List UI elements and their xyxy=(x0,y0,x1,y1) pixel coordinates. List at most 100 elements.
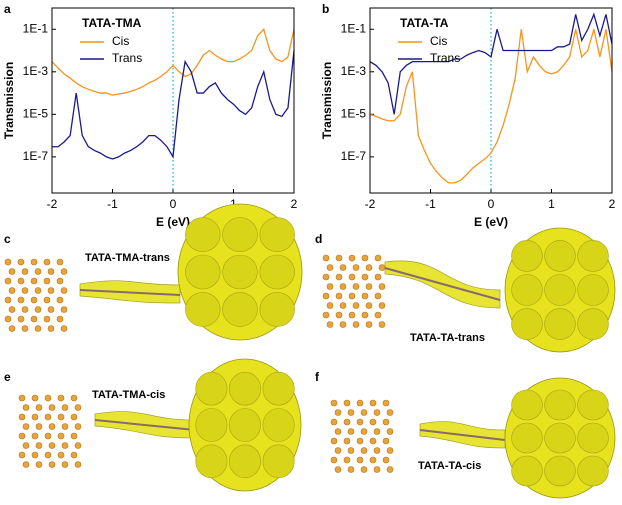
atom xyxy=(373,428,381,435)
atom xyxy=(360,428,368,435)
atom xyxy=(326,302,334,309)
y-tick-label: 1E-3 xyxy=(341,64,367,78)
atom xyxy=(21,268,29,275)
atom xyxy=(339,302,347,309)
atom xyxy=(339,321,347,328)
atom xyxy=(47,306,55,313)
atom xyxy=(356,399,364,407)
isosurface-lobe xyxy=(577,455,609,487)
atom xyxy=(35,423,43,430)
panel-label: e xyxy=(4,370,11,384)
y-axis-label: Transmission xyxy=(320,62,334,139)
atom xyxy=(374,273,382,281)
atom xyxy=(70,394,78,402)
atom xyxy=(61,404,69,411)
isosurface-lobe xyxy=(577,308,609,340)
atom xyxy=(60,306,68,313)
isosurface-lobe xyxy=(544,240,576,272)
atom xyxy=(334,447,342,454)
atom xyxy=(61,442,69,449)
isosurface-lobe xyxy=(262,444,295,479)
atom xyxy=(369,399,377,407)
atom xyxy=(322,292,330,300)
x-tick-label: -1 xyxy=(425,197,436,211)
illustration-caption: TATA-TMA-cis xyxy=(92,389,165,401)
isosurface-lobe xyxy=(511,308,543,340)
atom xyxy=(356,418,364,426)
atom xyxy=(30,315,38,323)
isosurface-lobe xyxy=(195,408,228,442)
isosurface-lobe xyxy=(262,371,295,406)
x-tick-label: 2 xyxy=(291,197,298,211)
x-tick-label: 0 xyxy=(488,197,495,211)
atom xyxy=(386,466,394,473)
y-tick-label: 1E-5 xyxy=(341,107,367,121)
isosurface-lobe xyxy=(577,240,609,272)
atom xyxy=(348,311,356,319)
atom xyxy=(335,254,343,262)
atom xyxy=(343,418,351,426)
atom xyxy=(17,258,25,266)
isosurface-lobe xyxy=(511,455,543,487)
plot-frame xyxy=(369,7,613,194)
atom xyxy=(17,277,25,285)
atom xyxy=(360,447,368,454)
isosurface-lobe xyxy=(259,217,295,252)
isosurface-lobe xyxy=(259,292,295,327)
atom xyxy=(378,302,386,309)
isosurface-lobe xyxy=(229,444,261,479)
isosurface-lobe xyxy=(195,444,228,479)
atom xyxy=(356,437,364,445)
atom xyxy=(369,418,377,426)
legend-label: Trans xyxy=(430,51,460,65)
atom xyxy=(382,437,390,445)
atom xyxy=(34,325,42,332)
atom xyxy=(347,466,355,473)
isosurface-lobe xyxy=(229,371,261,406)
atom xyxy=(44,413,52,421)
atom xyxy=(339,264,347,271)
atom xyxy=(56,277,64,285)
atom xyxy=(35,404,43,411)
atom xyxy=(369,456,377,464)
y-axis-label: Transmission xyxy=(2,62,16,139)
x-tick-label: 1 xyxy=(548,197,555,211)
isosurface-lobe xyxy=(577,422,609,454)
atom xyxy=(35,461,43,468)
panel-label: c xyxy=(4,232,11,246)
illustration-caption: TATA-TA-cis xyxy=(418,460,481,472)
atom xyxy=(43,277,51,285)
atom xyxy=(47,268,55,275)
isosurface-lobe xyxy=(511,389,543,421)
series-line xyxy=(369,12,613,115)
y-tick-label: 1E-1 xyxy=(341,21,367,35)
y-tick-label: 1E-7 xyxy=(23,149,49,163)
isosurface-lobe xyxy=(195,371,228,406)
atom xyxy=(60,287,68,294)
atom xyxy=(335,273,343,281)
atom xyxy=(356,456,364,464)
atom xyxy=(386,428,394,435)
atom xyxy=(347,409,355,416)
atom xyxy=(374,311,382,319)
atom xyxy=(22,442,30,449)
atom xyxy=(330,418,338,426)
x-tick-label: 0 xyxy=(170,197,177,211)
atom xyxy=(17,296,25,304)
illustration-caption: TATA-TMA-trans xyxy=(85,252,170,264)
atom xyxy=(44,451,52,459)
atom xyxy=(382,418,390,426)
atom xyxy=(348,254,356,262)
atom xyxy=(361,254,369,262)
x-axis-label: E (eV) xyxy=(156,215,190,229)
atom xyxy=(373,466,381,473)
x-axis-label: E (eV) xyxy=(474,215,508,229)
isosurface-lobe xyxy=(222,292,258,327)
legend-title: TATA-TMA xyxy=(82,16,142,30)
atom xyxy=(57,394,65,402)
isosurface-lobe xyxy=(544,422,576,454)
panel-label: a xyxy=(4,2,11,16)
atom xyxy=(57,413,65,421)
atom xyxy=(44,432,52,440)
